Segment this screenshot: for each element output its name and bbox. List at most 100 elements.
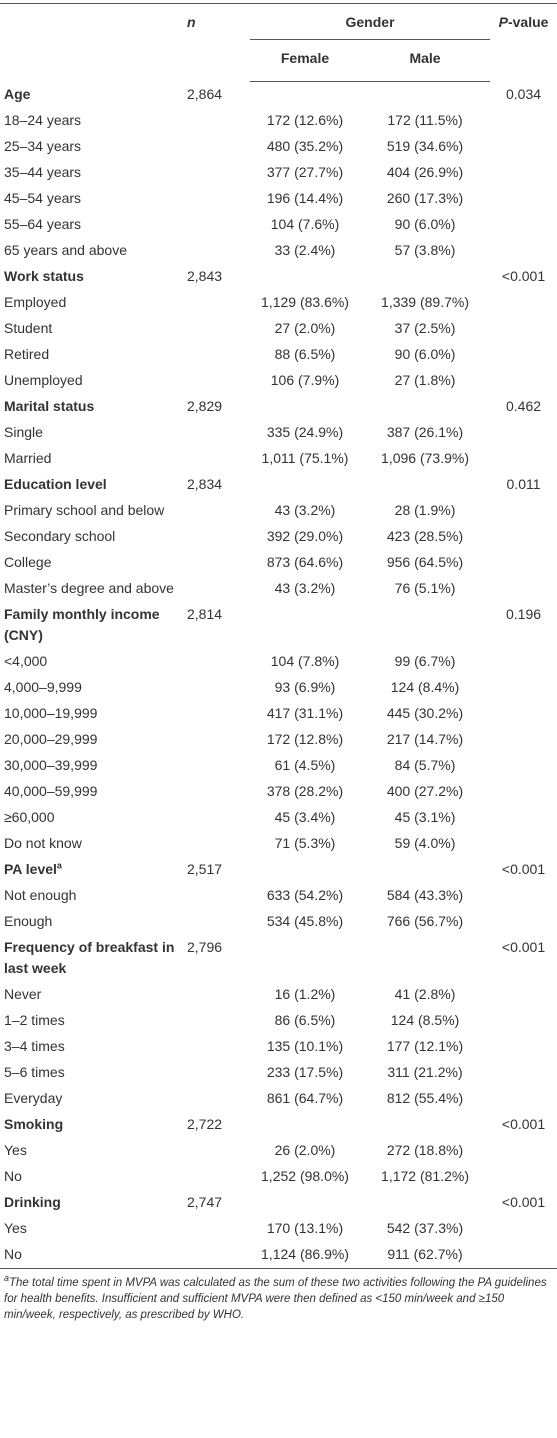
section-note: a bbox=[56, 860, 62, 871]
header-row: Female Male bbox=[0, 39, 557, 82]
female-cell: 1,129 (83.6%) bbox=[261, 294, 349, 310]
n-cell bbox=[185, 576, 250, 602]
data-row: 40,000–59,999 378 (28.2%) 400 (27.2%) bbox=[0, 779, 557, 805]
row-label: Do not know bbox=[4, 835, 82, 851]
data-row: No 1,124 (86.9%) 911 (62.7%) bbox=[0, 1241, 557, 1269]
data-row: 35–44 years 377 (27.7%) 404 (26.9%) bbox=[0, 160, 557, 186]
data-row: 3–4 times 135 (10.1%) 177 (12.1%) bbox=[0, 1034, 557, 1060]
p-cell bbox=[490, 727, 557, 753]
section-cell: Smoking bbox=[0, 1112, 185, 1138]
row-label: Never bbox=[4, 986, 42, 1002]
table-header: n Gender P-value Female Male bbox=[0, 3, 557, 82]
female-cell: 104 (7.6%) bbox=[270, 216, 340, 232]
female-cell: 26 (2.0%) bbox=[274, 1142, 336, 1158]
data-row: 25–34 years 480 (35.2%) 519 (34.6%) bbox=[0, 134, 557, 160]
p-cell bbox=[490, 805, 557, 831]
data-row: 55–64 years 104 (7.6%) 90 (6.0%) bbox=[0, 212, 557, 238]
male-cell: 28 (1.9%) bbox=[394, 502, 456, 518]
section-title: Marital status bbox=[4, 398, 95, 414]
female-cell: 135 (10.1%) bbox=[266, 1038, 344, 1054]
male-cell: 1,172 (81.2%) bbox=[381, 1168, 469, 1184]
female-cell: 335 (24.9%) bbox=[266, 424, 344, 440]
section-row: Smoking 2,722 <0.001 bbox=[0, 1112, 557, 1138]
p-cell bbox=[490, 160, 557, 186]
data-row: Yes 26 (2.0%) 272 (18.8%) bbox=[0, 1138, 557, 1164]
data-row: Retired 88 (6.5%) 90 (6.0%) bbox=[0, 342, 557, 368]
data-row: Married 1,011 (75.1%) 1,096 (73.9%) bbox=[0, 446, 557, 472]
n-cell: 2,747 bbox=[187, 1194, 223, 1210]
row-label: No bbox=[0, 1241, 185, 1269]
p-cell: 0.034 bbox=[505, 86, 542, 102]
n-cell bbox=[185, 675, 250, 701]
p-cell bbox=[490, 1008, 557, 1034]
male-cell: 45 (3.1%) bbox=[394, 809, 456, 825]
n-cell: 2,834 bbox=[187, 476, 223, 492]
n-cell bbox=[185, 727, 250, 753]
male-cell: 177 (12.1%) bbox=[386, 1038, 464, 1054]
row-label: 45–54 years bbox=[4, 190, 82, 206]
p-cell bbox=[490, 446, 557, 472]
male-cell: 27 (1.8%) bbox=[394, 372, 456, 388]
section-title: Work status bbox=[4, 268, 84, 284]
n-cell bbox=[185, 290, 250, 316]
male-cell: 311 (21.2%) bbox=[387, 1064, 463, 1080]
male-cell: 445 (30.2%) bbox=[386, 705, 464, 721]
data-row: Yes 170 (13.1%) 542 (37.3%) bbox=[0, 1216, 557, 1242]
data-row: Enough 534 (45.8%) 766 (56.7%) bbox=[0, 909, 557, 935]
female-cell: 86 (6.5%) bbox=[274, 1012, 336, 1028]
female-cell bbox=[250, 82, 360, 108]
female-cell: 172 (12.6%) bbox=[266, 112, 344, 128]
p-header: P-value bbox=[490, 3, 557, 82]
p-cell bbox=[490, 649, 557, 675]
male-cell bbox=[360, 264, 490, 290]
p-cell bbox=[490, 212, 557, 238]
row-label: Primary school and below bbox=[4, 502, 165, 518]
data-row: College 873 (64.6%) 956 (64.5%) bbox=[0, 550, 557, 576]
data-row: Unemployed 106 (7.9%) 27 (1.8%) bbox=[0, 368, 557, 394]
row-label: Secondary school bbox=[4, 528, 116, 544]
p-cell bbox=[490, 342, 557, 368]
n-cell bbox=[185, 805, 250, 831]
female-cell: 71 (5.3%) bbox=[274, 835, 336, 851]
data-row: 4,000–9,999 93 (6.9%) 124 (8.4%) bbox=[0, 675, 557, 701]
p-cell bbox=[490, 701, 557, 727]
female-cell bbox=[250, 935, 360, 982]
n-cell bbox=[185, 238, 250, 264]
female-cell: 1,124 (86.9%) bbox=[250, 1241, 360, 1269]
data-row: 10,000–19,999 417 (31.1%) 445 (30.2%) bbox=[0, 701, 557, 727]
male-cell bbox=[360, 857, 490, 883]
n-cell: 2,517 bbox=[187, 861, 223, 877]
male-cell: 76 (5.1%) bbox=[394, 580, 456, 596]
n-cell bbox=[185, 212, 250, 238]
section-row: Work status 2,843 <0.001 bbox=[0, 264, 557, 290]
female-cell bbox=[250, 857, 360, 883]
n-cell bbox=[185, 446, 250, 472]
table-body: Age 2,864 0.034 18–24 years 172 (12.6%) 172 (… bbox=[0, 82, 557, 1269]
male-cell: 766 (56.7%) bbox=[386, 913, 464, 929]
section-row: Drinking 2,747 <0.001 bbox=[0, 1190, 557, 1216]
data-row: Employed 1,129 (83.6%) 1,339 (89.7%) bbox=[0, 290, 557, 316]
row-label: College bbox=[4, 554, 52, 570]
p-cell bbox=[490, 831, 557, 857]
n-cell bbox=[185, 420, 250, 446]
p-cell bbox=[490, 1138, 557, 1164]
data-row: 45–54 years 196 (14.4%) 260 (17.3%) bbox=[0, 186, 557, 212]
p-cell: 0.462 bbox=[505, 398, 542, 414]
n-cell bbox=[185, 316, 250, 342]
section-row: Age 2,864 0.034 bbox=[0, 82, 557, 108]
p-cell: 0.196 bbox=[505, 606, 542, 622]
section-title: Age bbox=[4, 86, 31, 102]
female-cell: 45 (3.4%) bbox=[274, 809, 336, 825]
n-cell: 2,814 bbox=[187, 606, 223, 622]
male-cell: 423 (28.5%) bbox=[386, 528, 464, 544]
section-cell: Family monthly income (CNY) bbox=[0, 602, 185, 649]
section-row: Marital status 2,829 0.462 bbox=[0, 394, 557, 420]
male-cell: 404 (26.9%) bbox=[386, 164, 464, 180]
row-label: Enough bbox=[4, 913, 53, 929]
p-cell bbox=[490, 1060, 557, 1086]
male-header: Male bbox=[360, 39, 491, 82]
female-cell: 196 (14.4%) bbox=[266, 190, 344, 206]
male-cell: 37 (2.5%) bbox=[394, 320, 456, 336]
p-cell bbox=[490, 753, 557, 779]
male-cell: 41 (2.8%) bbox=[394, 986, 456, 1002]
